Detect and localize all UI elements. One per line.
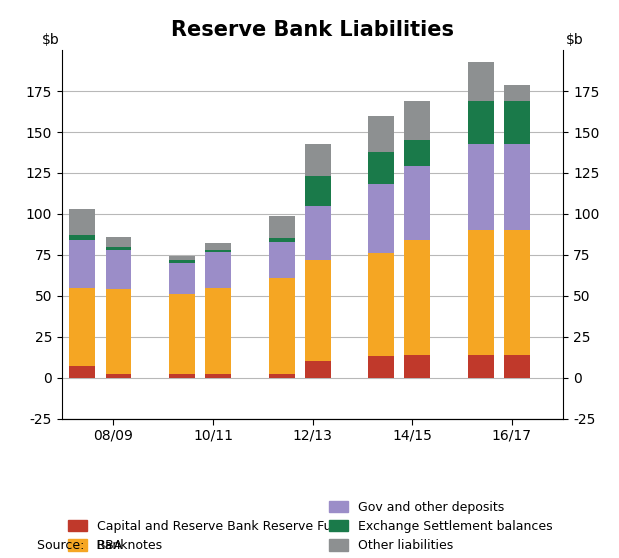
Bar [504,85,530,101]
Bar [368,357,394,378]
Bar [106,250,131,289]
Bar [69,240,95,287]
Bar [69,235,95,240]
Bar [106,374,131,378]
Bar [368,185,394,253]
Bar [69,366,95,378]
Text: Source:   RBA: Source: RBA [37,540,123,552]
Bar [504,143,530,230]
Bar [205,252,231,287]
Bar [269,374,295,378]
Bar [468,101,494,143]
Legend: Gov and other deposits, Exchange Settlement balances, Other liabilities: Gov and other deposits, Exchange Settlem… [329,501,552,552]
Bar [404,240,430,355]
Text: $b: $b [566,32,584,46]
Bar [404,101,430,140]
Bar [205,243,231,250]
Bar [468,230,494,355]
Bar [404,166,430,240]
Bar [305,361,331,378]
Bar [404,140,430,166]
Bar [269,215,295,238]
Bar [504,101,530,143]
Bar [69,209,95,235]
Bar [468,355,494,378]
Bar [106,237,131,247]
Bar [269,242,295,278]
Bar [106,289,131,374]
Title: Reserve Bank Liabilities: Reserve Bank Liabilities [171,20,454,40]
Bar [305,143,331,176]
Bar [504,230,530,355]
Bar [169,259,195,263]
Bar [269,238,295,242]
Bar [305,176,331,206]
Bar [169,374,195,378]
Bar [269,278,295,374]
Text: $b: $b [41,32,59,46]
Bar [205,287,231,374]
Bar [169,294,195,374]
Bar [106,247,131,250]
Bar [205,374,231,378]
Bar [368,152,394,185]
Bar [305,206,331,259]
Bar [169,257,195,259]
Bar [169,263,195,294]
Bar [69,287,95,366]
Bar [305,259,331,361]
Bar [404,355,430,378]
Bar [205,250,231,252]
Bar [368,116,394,152]
Bar [504,355,530,378]
Bar [468,143,494,230]
Bar [368,253,394,357]
Bar [468,62,494,101]
